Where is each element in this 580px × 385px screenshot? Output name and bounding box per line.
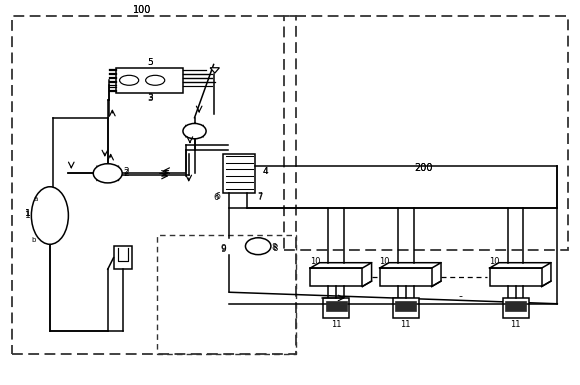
Text: 100: 100 (133, 5, 151, 15)
Text: 2: 2 (124, 169, 129, 178)
Text: 6: 6 (215, 192, 220, 201)
Bar (395, 301, 416, 311)
Text: 6: 6 (214, 192, 219, 202)
Text: b: b (31, 238, 36, 243)
Bar (490, 268, 542, 286)
Text: 4: 4 (263, 167, 269, 176)
Text: 9: 9 (220, 244, 226, 253)
Text: 7: 7 (257, 192, 263, 202)
Bar (393, 298, 419, 318)
Text: 200: 200 (414, 162, 432, 172)
Text: 10: 10 (310, 257, 320, 266)
Bar (380, 268, 432, 286)
Text: 200: 200 (414, 162, 432, 172)
Circle shape (245, 238, 271, 254)
Ellipse shape (146, 75, 165, 85)
Text: 11: 11 (331, 320, 342, 328)
Text: 11: 11 (400, 320, 411, 328)
Circle shape (183, 124, 206, 139)
Text: a: a (33, 196, 38, 203)
Bar (114, 246, 132, 269)
Bar (117, 68, 183, 93)
Text: 5: 5 (147, 59, 153, 67)
Ellipse shape (31, 187, 68, 244)
Text: 3: 3 (147, 94, 153, 103)
Text: 5: 5 (147, 58, 153, 67)
Bar (323, 298, 349, 318)
Text: 3: 3 (147, 93, 153, 102)
Text: 4: 4 (263, 167, 269, 176)
Text: 1: 1 (25, 211, 31, 220)
Text: 9: 9 (220, 245, 226, 254)
Text: 1: 1 (25, 209, 31, 218)
Text: 11: 11 (510, 320, 521, 328)
Bar (223, 154, 255, 192)
Text: 2: 2 (124, 167, 129, 176)
Bar (12, 16, 296, 353)
Bar (325, 301, 347, 311)
Text: 10: 10 (379, 257, 390, 266)
Text: 1: 1 (25, 209, 31, 218)
Bar (503, 298, 529, 318)
Text: 8: 8 (273, 244, 278, 253)
Ellipse shape (119, 75, 139, 85)
Circle shape (93, 164, 122, 183)
Bar (157, 235, 296, 353)
Text: 100: 100 (133, 5, 151, 15)
Text: 10: 10 (489, 257, 499, 266)
Text: 8: 8 (271, 243, 277, 252)
Polygon shape (210, 68, 219, 73)
Text: -: - (459, 291, 463, 301)
Text: 7: 7 (258, 192, 262, 201)
Bar (505, 301, 527, 311)
Bar (284, 16, 568, 250)
Bar (310, 268, 362, 286)
